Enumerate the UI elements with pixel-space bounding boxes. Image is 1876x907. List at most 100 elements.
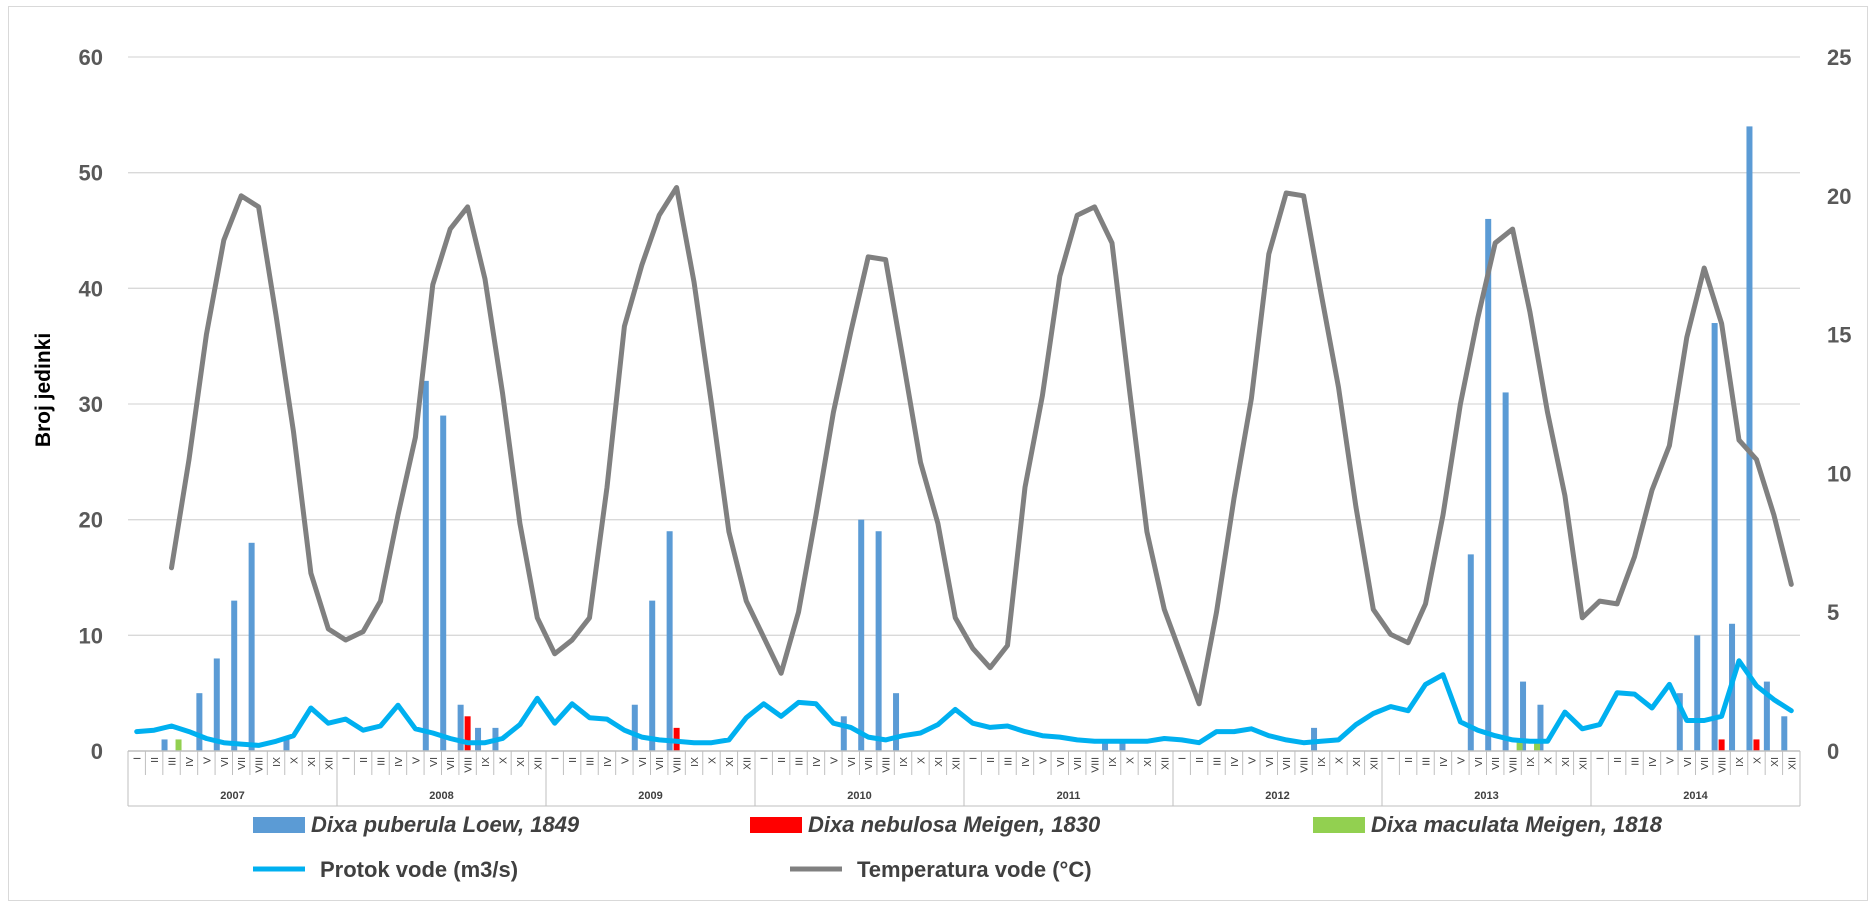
x-month-label: V: [828, 757, 840, 764]
x-year-label: 2009: [638, 790, 662, 802]
x-month-label: XI: [1351, 757, 1363, 767]
flow-line: [134, 658, 1794, 748]
x-month-label: IX: [898, 757, 910, 767]
x-month-label: VI: [1682, 757, 1694, 767]
x-month-label: II: [149, 757, 161, 763]
x-month-label: XII: [532, 757, 544, 770]
x-month-label: VI: [428, 757, 440, 767]
bar-puberula: [1763, 681, 1770, 751]
x-month-label: XII: [1786, 757, 1798, 770]
x-month-label: X: [706, 757, 718, 764]
x-month-label: IX: [1734, 757, 1746, 767]
x-month-label: X: [288, 757, 300, 764]
x-month-label: XII: [1159, 757, 1171, 770]
bar-puberula: [1676, 693, 1683, 751]
x-month-label: VI: [1264, 757, 1276, 767]
x-month-label: I: [968, 757, 980, 760]
x-month-label: VIII: [1717, 757, 1729, 773]
y2-tick-label: 10: [1827, 461, 1851, 486]
x-month-label: VI: [219, 757, 231, 767]
bar-maculata: [1516, 739, 1523, 751]
y-tick-label: 60: [79, 45, 103, 70]
y-tick-label: 10: [79, 623, 103, 648]
x-month-label: X: [497, 757, 509, 764]
x-month-label: III: [376, 757, 388, 766]
x-month-label: VIII: [881, 757, 893, 773]
x-month-label: VIII: [672, 757, 684, 773]
x-month-label: IV: [811, 757, 823, 767]
chart-frame: [8, 6, 1868, 901]
bar-puberula: [248, 542, 255, 751]
x-month-label: III: [1003, 757, 1015, 766]
legend-label: Dixa maculata Meigen, 1818: [1371, 812, 1663, 837]
y2-tick-label: 25: [1827, 45, 1851, 70]
legend-label: Temperatura vode (°C): [857, 857, 1092, 882]
x-month-label: VII: [445, 757, 457, 770]
x-month-label: XI: [306, 757, 318, 767]
x-month-label: II: [985, 757, 997, 763]
x-month-label: IX: [1525, 757, 1537, 767]
bar-nebulosa: [464, 716, 471, 751]
x-month-label: XI: [1769, 757, 1781, 767]
bar-nebulosa: [1753, 739, 1760, 751]
x-year-label: 2008: [429, 790, 453, 802]
x-month-label: IV: [1647, 757, 1659, 767]
x-month-label: XII: [323, 757, 335, 770]
x-month-label: X: [915, 757, 927, 764]
legend-label: Dixa nebulosa Meigen, 1830: [808, 812, 1101, 837]
x-month-label: III: [1630, 757, 1642, 766]
y-axis-label: Broj jedinki: [32, 333, 55, 447]
bar-puberula: [1537, 704, 1544, 751]
bar-puberula: [1711, 323, 1718, 751]
x-month-label: VII: [863, 757, 875, 770]
bar-puberula: [1781, 716, 1788, 751]
x-month-label: II: [358, 757, 370, 763]
x-month-label: X: [1124, 757, 1136, 764]
x-month-label: IX: [1107, 757, 1119, 767]
x-month-label: II: [1403, 757, 1415, 763]
x-month-label: VII: [1490, 757, 1502, 770]
x-year-label: 2014: [1683, 790, 1708, 802]
x-month-label: VIII: [463, 757, 475, 773]
x-year-label: 2007: [220, 790, 244, 802]
x-month-label: V: [619, 757, 631, 764]
x-month-label: X: [1333, 757, 1345, 764]
bar-puberula: [457, 704, 464, 751]
legend-swatch: [1313, 817, 1365, 833]
y-tick-label: 40: [79, 276, 103, 301]
bar-puberula: [1119, 739, 1126, 751]
x-month-label: III: [585, 757, 597, 766]
bar-puberula: [1502, 392, 1509, 751]
x-month-label: IX: [271, 757, 283, 767]
bar-puberula: [893, 693, 900, 751]
x-month-label: V: [1664, 757, 1676, 764]
x-month-label: III: [794, 757, 806, 766]
bar-puberula: [666, 531, 673, 751]
x-month-label: III: [1421, 757, 1433, 766]
x-month-label: III: [1212, 757, 1224, 766]
x-month-label: V: [1037, 757, 1049, 764]
x-month-label: II: [1612, 757, 1624, 763]
x-month-label: IV: [1229, 757, 1241, 767]
y-tick-label: 0: [91, 739, 103, 764]
bar-puberula: [1746, 126, 1753, 751]
x-month-label: X: [1751, 757, 1763, 764]
x-month-label: V: [1246, 757, 1258, 764]
x-month-label: XII: [741, 757, 753, 770]
x-month-label: IV: [393, 757, 405, 767]
x-month-label: I: [1386, 757, 1398, 760]
x-month-label: I: [341, 757, 353, 760]
bar-maculata: [1534, 739, 1541, 751]
x-month-label: I: [759, 757, 771, 760]
x-month-label: VIII: [1299, 757, 1311, 773]
x-month-label: VII: [1281, 757, 1293, 770]
bar-nebulosa: [1718, 739, 1725, 751]
x-month-label: VI: [1473, 757, 1485, 767]
bar-puberula: [1467, 554, 1474, 751]
y2-tick-label: 0: [1827, 739, 1839, 764]
x-month-label: IX: [689, 757, 701, 767]
x-year-label: 2012: [1265, 790, 1289, 802]
x-month-label: VIII: [1090, 757, 1102, 773]
x-month-label: VII: [1072, 757, 1084, 770]
